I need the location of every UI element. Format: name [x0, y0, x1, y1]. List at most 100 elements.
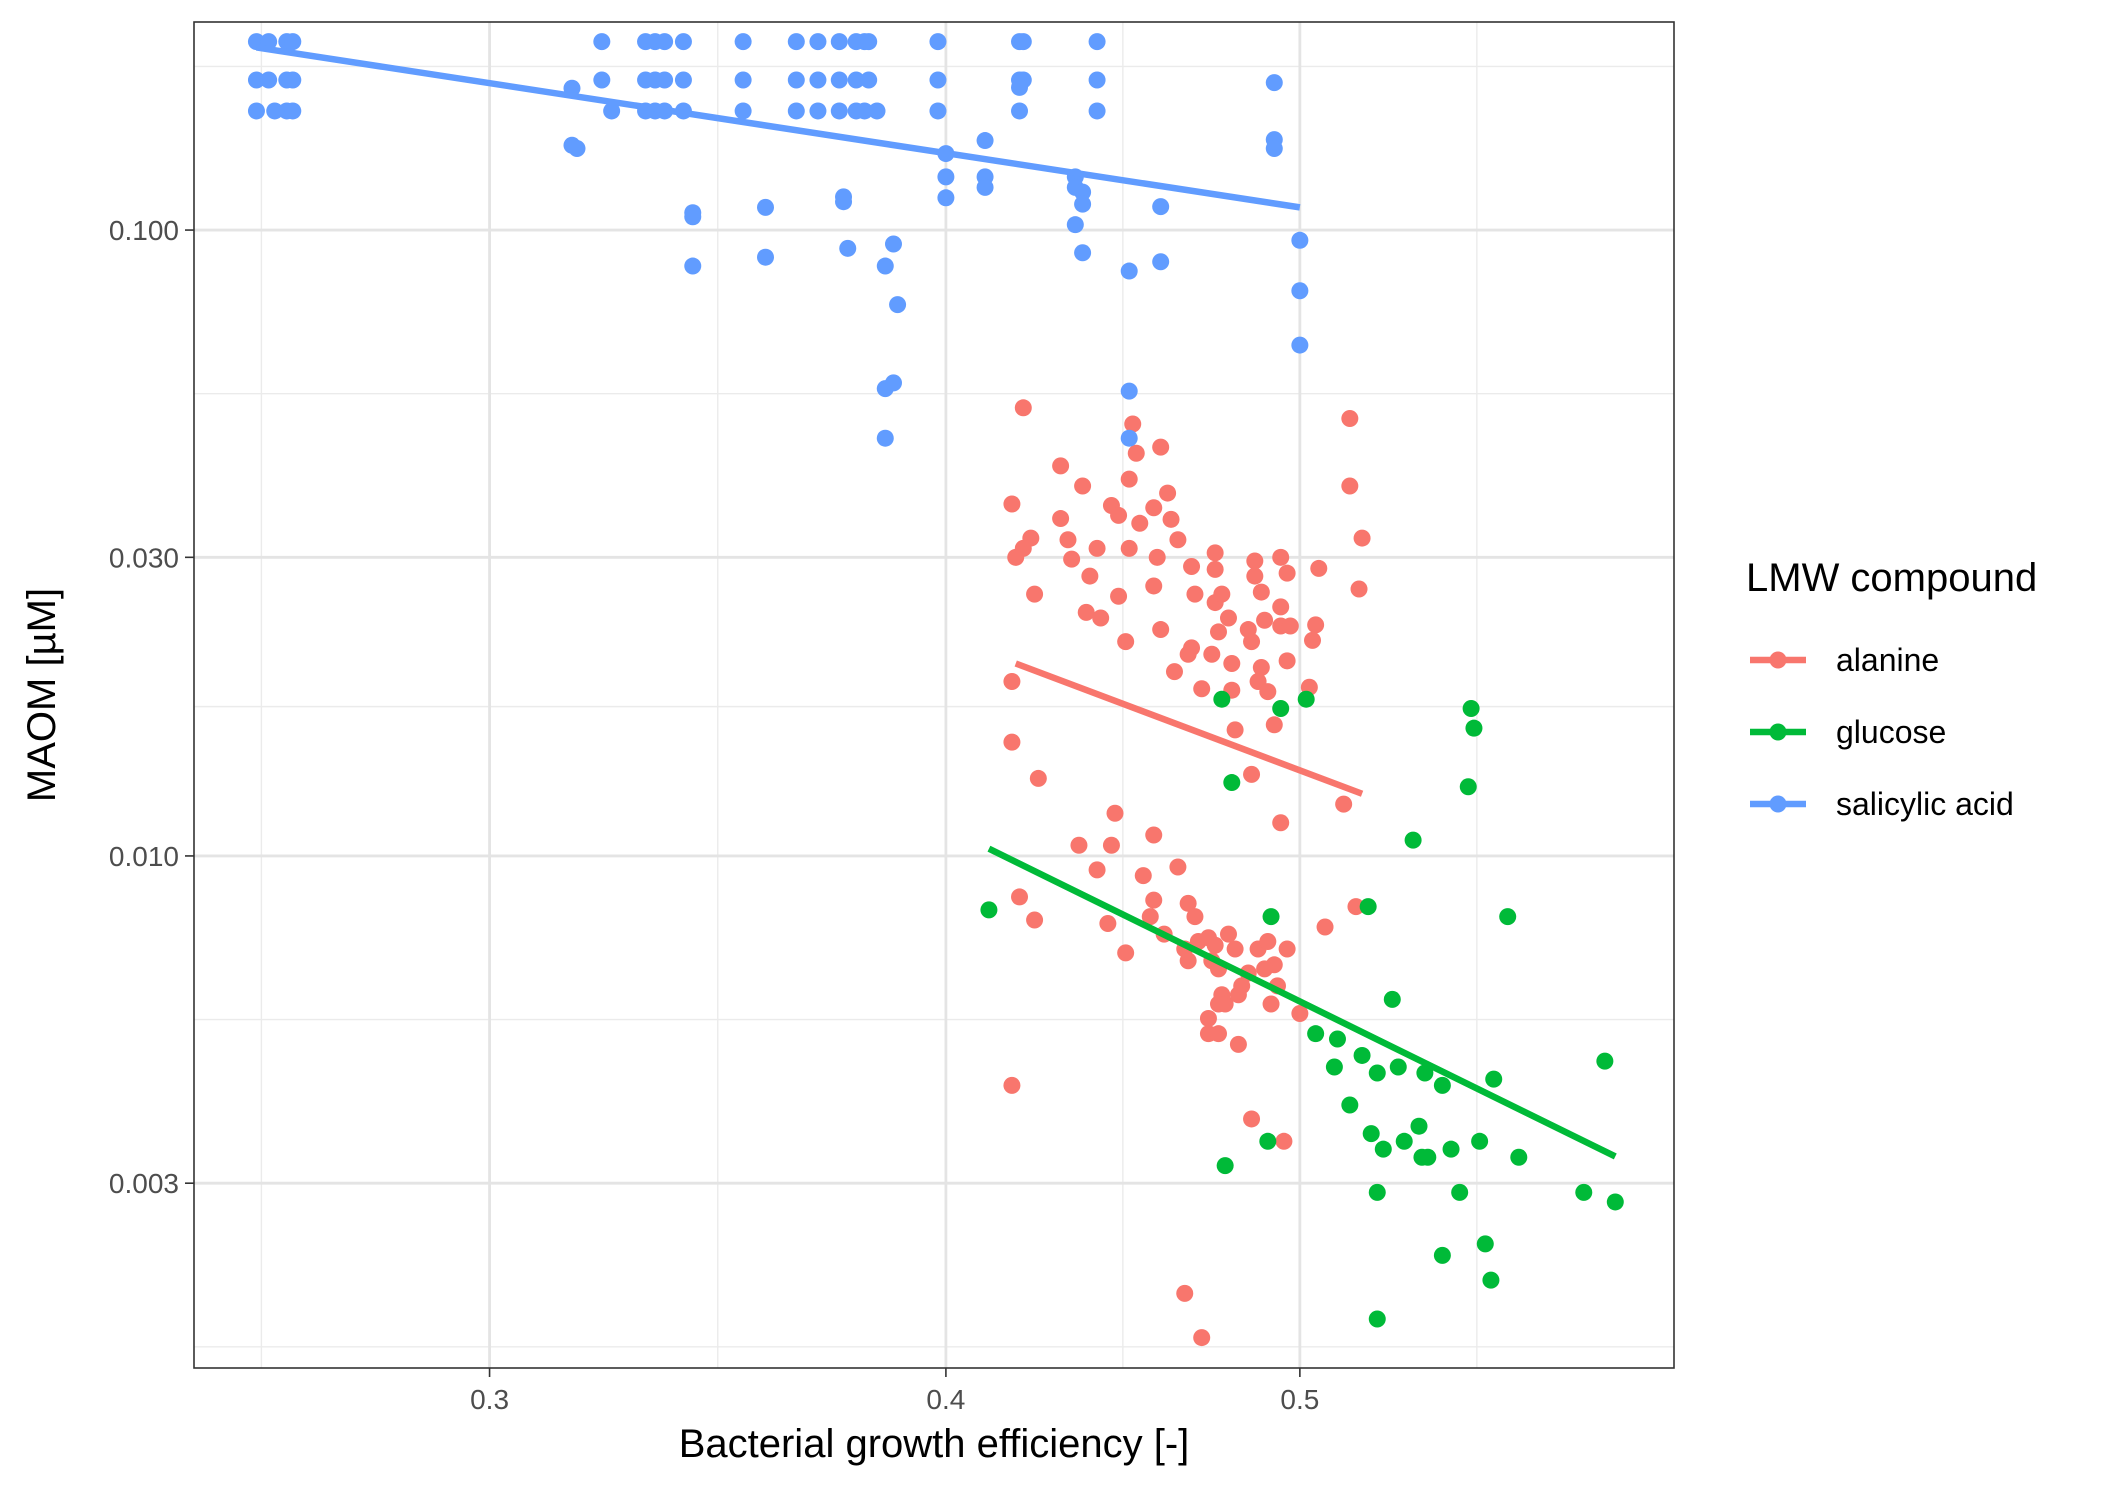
glucose-point [1433, 1076, 1451, 1094]
alanine-point [1341, 409, 1359, 427]
salicylic-acid-point [868, 102, 886, 120]
alanine-point [1219, 925, 1237, 943]
glucose-point [1359, 898, 1377, 916]
salicylic-acid-point [1291, 231, 1309, 249]
x-tick-label: 0.5 [1280, 1384, 1319, 1415]
salicylic-acid-point [889, 296, 907, 314]
alanine-point [1199, 1009, 1217, 1027]
salicylic-acid-point [937, 168, 955, 186]
glucose-point [1451, 1183, 1469, 1201]
salicylic-acid-point [1088, 102, 1106, 120]
salicylic-acid-point [260, 71, 278, 89]
glucose-point [1368, 1183, 1386, 1201]
glucose-point [1374, 1140, 1392, 1158]
alanine-point [1134, 867, 1152, 885]
glucose-point [1307, 1025, 1325, 1043]
salicylic-acid-point [787, 33, 805, 51]
alanine-point [1206, 560, 1224, 578]
salicylic-acid-point [929, 102, 947, 120]
salicylic-acid-point [809, 71, 827, 89]
glucose-point [1362, 1125, 1380, 1143]
alanine-point [1206, 936, 1224, 954]
alanine-point [1026, 585, 1044, 603]
alanine-point [1278, 564, 1296, 582]
glucose-point [1341, 1096, 1359, 1114]
salicylic-acid-point [247, 102, 265, 120]
x-axis: 0.3 0.4 0.5 [470, 1368, 1319, 1415]
alanine-point [1145, 891, 1163, 909]
alanine-point [1022, 529, 1040, 547]
alanine-point [1206, 544, 1224, 562]
glucose-point [1462, 700, 1480, 718]
alanine-point [1070, 836, 1088, 854]
alanine-point [1092, 609, 1110, 627]
alanine-point [1209, 1025, 1227, 1043]
alanine-point [1226, 940, 1244, 958]
alanine-point [1259, 683, 1277, 701]
glucose-trend-line [987, 845, 1617, 1160]
salicylic-acid-point [247, 71, 265, 89]
salicylic-acid-point [756, 248, 774, 266]
salicylic-acid-point [1014, 33, 1032, 51]
alanine-point [1272, 548, 1290, 566]
salicylic-acid-point [876, 429, 894, 447]
legend-key-point-alanine [1769, 651, 1787, 669]
salicylic-acid-trend-line [255, 44, 1301, 211]
salicylic-acid-point [787, 71, 805, 89]
alanine-point [1209, 623, 1227, 641]
salicylic-acid-point [284, 102, 302, 120]
glucose-point [1485, 1070, 1503, 1088]
alanine-point [1246, 567, 1264, 585]
salicylic-acid-point [674, 33, 692, 51]
glucose-point [1442, 1140, 1460, 1158]
alanine-point [1148, 548, 1166, 566]
alanine-point [1243, 1110, 1261, 1128]
grid-minor [194, 22, 1674, 1368]
alanine-point [1088, 539, 1106, 557]
alanine-point [1152, 621, 1170, 639]
salicylic-acid-point [839, 239, 857, 257]
alanine-point [1350, 580, 1368, 598]
salicylic-acid-point [809, 102, 827, 120]
salicylic-acid-point [593, 33, 611, 51]
alanine-point [1256, 960, 1274, 978]
alanine-point [1145, 826, 1163, 844]
glucose-point [1325, 1058, 1343, 1076]
alanine-point [1106, 804, 1124, 822]
alanine-point [1216, 995, 1234, 1013]
alanine-point [1120, 539, 1138, 557]
glucose-point [1368, 1310, 1386, 1328]
plot-panel-border [193, 21, 1675, 1369]
alanine-point [1003, 1076, 1021, 1094]
glucose-point [1297, 690, 1315, 708]
glucose-point [1476, 1235, 1494, 1253]
salicylic-acid-point [1120, 382, 1138, 400]
salicylic-acid-point [860, 33, 878, 51]
legend-label-salicylic-acid: salicylic acid [1836, 786, 2014, 822]
alanine-point [1059, 531, 1077, 549]
glucose-point [1606, 1193, 1624, 1211]
y-axis: 0.003 0.010 0.030 0.100 [109, 215, 194, 1199]
alanine-point [1186, 585, 1204, 603]
alanine-point [1159, 484, 1177, 502]
salicylic-acid-point [876, 257, 894, 275]
alanine-point [1310, 559, 1328, 577]
alanine-point [1256, 611, 1274, 629]
salicylic-acid-point [603, 102, 621, 120]
salicylic-acid-point [656, 33, 674, 51]
alanine-point [1203, 645, 1221, 663]
salicylic-acid-point [976, 132, 994, 150]
salicylic-acid-point [674, 71, 692, 89]
alanine-point [1077, 603, 1095, 621]
salicylic-acid-point [884, 374, 902, 392]
glucose-point [1459, 778, 1477, 796]
glucose-point [1272, 700, 1290, 718]
alanine-point [1223, 654, 1241, 672]
y-tick-label: 0.003 [109, 1168, 179, 1199]
alanine-point [1141, 908, 1159, 926]
glucose-point [980, 901, 998, 919]
alanine-point [1014, 399, 1032, 417]
glucose-point [1471, 1132, 1489, 1150]
salicylic-acid-point [684, 208, 702, 226]
